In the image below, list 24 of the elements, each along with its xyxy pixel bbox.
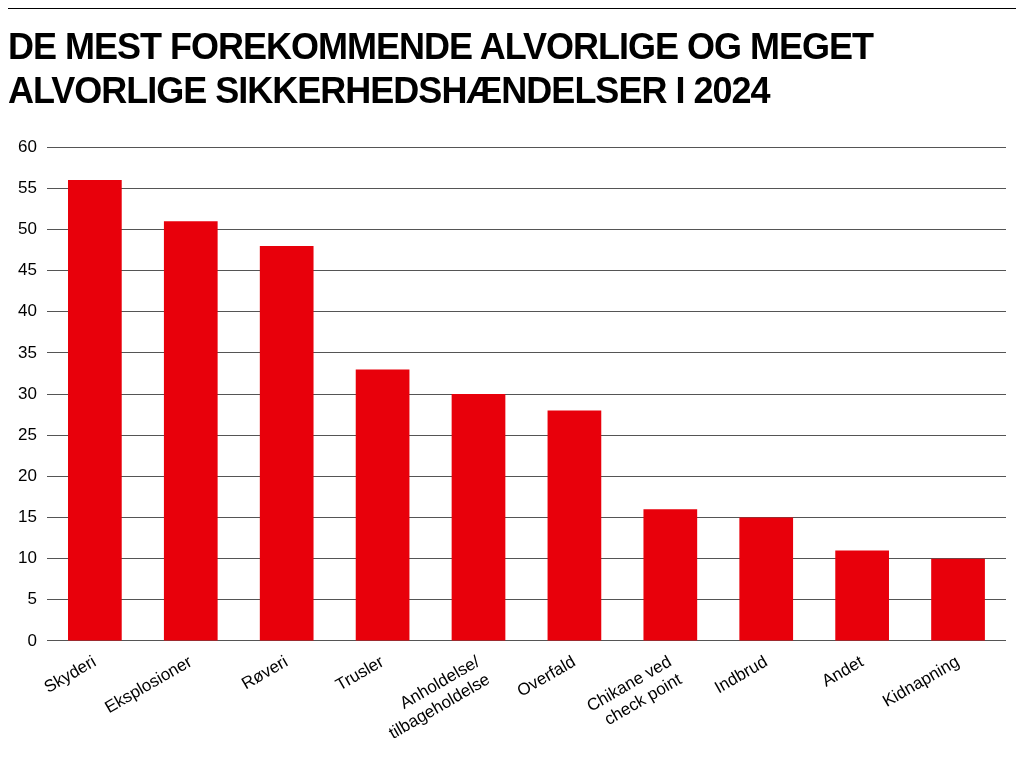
bar <box>163 221 218 641</box>
y-tick-label: 60 <box>17 136 37 156</box>
y-tick-label: 45 <box>17 260 37 280</box>
bar <box>68 180 122 641</box>
y-tick-label: 25 <box>17 424 37 444</box>
y-tick-label: 10 <box>17 548 37 568</box>
y-tick-label: 55 <box>17 178 37 198</box>
y-tick-label: 50 <box>17 219 37 239</box>
y-tick-label: 15 <box>17 507 37 527</box>
y-tick-label: 0 <box>27 630 37 650</box>
bar <box>355 369 410 641</box>
bar <box>547 410 602 641</box>
y-tick-label: 35 <box>17 342 37 362</box>
bar <box>643 509 698 641</box>
bar <box>931 558 985 641</box>
bar <box>835 550 889 641</box>
y-tick-label: 20 <box>17 466 37 486</box>
y-tick-label: 30 <box>17 383 37 403</box>
y-tick-label: 5 <box>27 589 37 609</box>
y-tick-label: 40 <box>17 301 37 321</box>
bar <box>259 245 314 641</box>
chart-title: DE MEST FOREKOMMENDE ALVORLIGE OG MEGET ALVORLIGE SIKKERHEDSHÆNDELSER I 2024 <box>8 25 875 113</box>
bar <box>451 394 506 641</box>
bar <box>739 517 794 641</box>
